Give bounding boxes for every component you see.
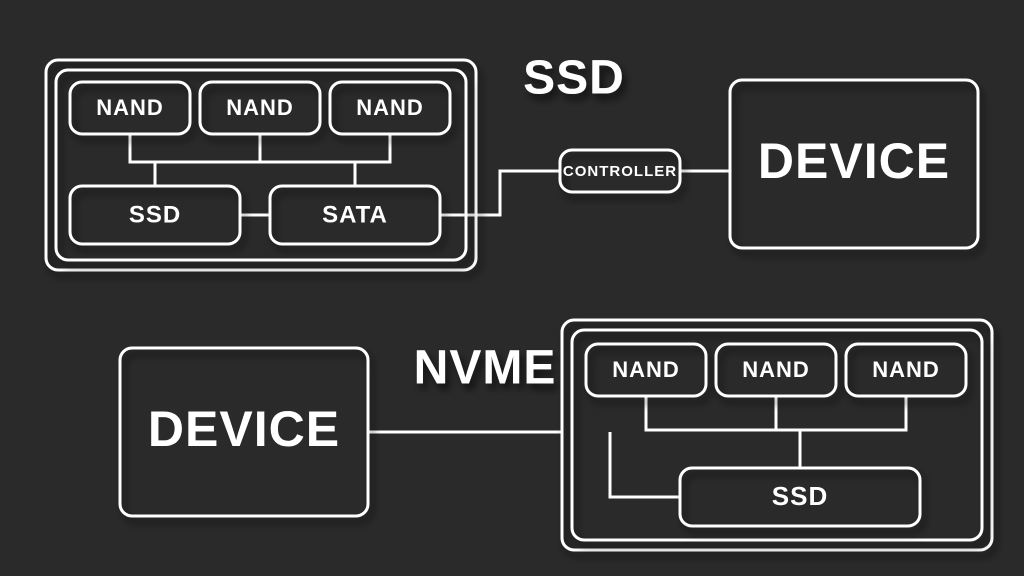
label-n_nand1: NAND bbox=[612, 357, 680, 382]
nodes-layer: NAND NAND NAND SSD SATA CONTROLLER DEVICE SSD DE… bbox=[46, 52, 992, 550]
node-nand2: NAND bbox=[200, 82, 320, 134]
node-nvme_group bbox=[562, 320, 992, 550]
edge-8 bbox=[610, 432, 680, 497]
label-device2: DEVICE bbox=[148, 401, 340, 457]
node-ssd_group bbox=[46, 60, 476, 270]
label-nand3: NAND bbox=[356, 95, 424, 120]
node-device1: DEVICE bbox=[730, 80, 978, 248]
node-title_ssd: SSD bbox=[523, 52, 625, 105]
label-title_ssd: SSD bbox=[523, 52, 625, 105]
node-nand3: NAND bbox=[330, 82, 450, 134]
edge-5 bbox=[440, 171, 560, 215]
label-controller: CONTROLLER bbox=[563, 163, 677, 180]
label-ssd_ctrl: SSD bbox=[129, 201, 181, 228]
node-device2: DEVICE bbox=[120, 348, 368, 516]
node-title_nvme: NVME bbox=[414, 342, 557, 395]
label-n_ssd: SSD bbox=[772, 481, 828, 511]
node-controller: CONTROLLER bbox=[560, 150, 680, 192]
diagram-canvas: NAND NAND NAND SSD SATA CONTROLLER DEVICE SSD DE… bbox=[0, 0, 1024, 576]
label-nand2: NAND bbox=[226, 95, 294, 120]
label-nand1: NAND bbox=[96, 95, 164, 120]
node-nand1: NAND bbox=[70, 82, 190, 134]
label-n_nand3: NAND bbox=[872, 357, 940, 382]
node-n_nand3: NAND bbox=[846, 344, 966, 396]
node-n_nand1: NAND bbox=[586, 344, 706, 396]
node-n_ssd: SSD bbox=[680, 468, 920, 526]
label-sata: SATA bbox=[322, 201, 388, 228]
node-sata: SATA bbox=[270, 186, 440, 244]
node-n_nand2: NAND bbox=[716, 344, 836, 396]
box-nvme_group bbox=[562, 320, 992, 550]
box-ssd_group bbox=[46, 60, 476, 270]
label-n_nand2: NAND bbox=[742, 357, 810, 382]
label-title_nvme: NVME bbox=[414, 342, 557, 395]
node-ssd_ctrl: SSD bbox=[70, 186, 240, 244]
label-device1: DEVICE bbox=[758, 133, 950, 189]
